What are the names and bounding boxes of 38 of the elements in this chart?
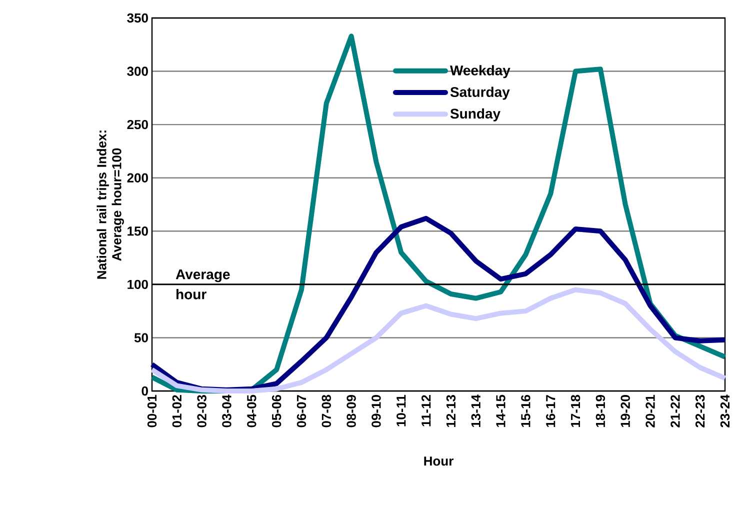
x-tick-label: 18-19	[596, 395, 606, 427]
x-tick-label: 22-23	[695, 394, 705, 428]
x-tick-label: 10-11	[396, 394, 406, 426]
x-tick-label: 03-04	[222, 394, 232, 428]
x-tick-label: 17-18	[570, 394, 580, 427]
legend-label: Saturday	[450, 86, 510, 100]
x-tick-label: 23-24	[720, 394, 730, 428]
y-tick-label: 250	[127, 120, 148, 130]
x-tick-label: 09-10	[372, 395, 381, 428]
x-tick-label: 06-07	[296, 395, 306, 428]
x-tick-label: 00-01	[147, 394, 157, 428]
y-tick-label: 0	[142, 386, 148, 396]
y-axis-title: National rail trips Index: Average hour=100	[96, 130, 124, 279]
y-tick-label: 100	[128, 280, 148, 290]
y-tick-label: 50	[134, 333, 148, 342]
y-tick-label: 200	[127, 173, 148, 182]
x-tick-label: 15-16	[521, 394, 530, 427]
y-tick-label: 150	[128, 226, 148, 236]
legend-label: Weekday	[450, 65, 510, 78]
x-tick-label: 05-06	[272, 394, 282, 428]
x-tick-label: 08-09	[346, 395, 356, 428]
x-tick-label: 19-20	[620, 395, 630, 427]
x-tick-label: 14-15	[496, 394, 506, 427]
y-tick-label: 350	[127, 13, 148, 23]
x-tick-label: 20-21	[646, 394, 655, 428]
ref-line-label: Average hour	[176, 270, 230, 300]
x-tick-label: 07-08	[322, 394, 331, 428]
x-tick-label: 12-13	[446, 394, 456, 427]
y-tick-label: 300	[127, 66, 148, 76]
x-tick-label: 21-22	[670, 395, 680, 428]
x-tick-label: 11-12	[422, 395, 431, 426]
legend-label: Sunday	[450, 108, 500, 122]
x-tick-label: 01-02	[172, 395, 182, 428]
x-tick-label: 04-05	[247, 394, 256, 428]
x-tick-label: 02-03	[197, 394, 206, 428]
x-tick-label: 16-17	[546, 395, 556, 427]
x-tick-label: 13-14	[471, 394, 480, 427]
x-axis-title: Hour	[424, 456, 454, 466]
